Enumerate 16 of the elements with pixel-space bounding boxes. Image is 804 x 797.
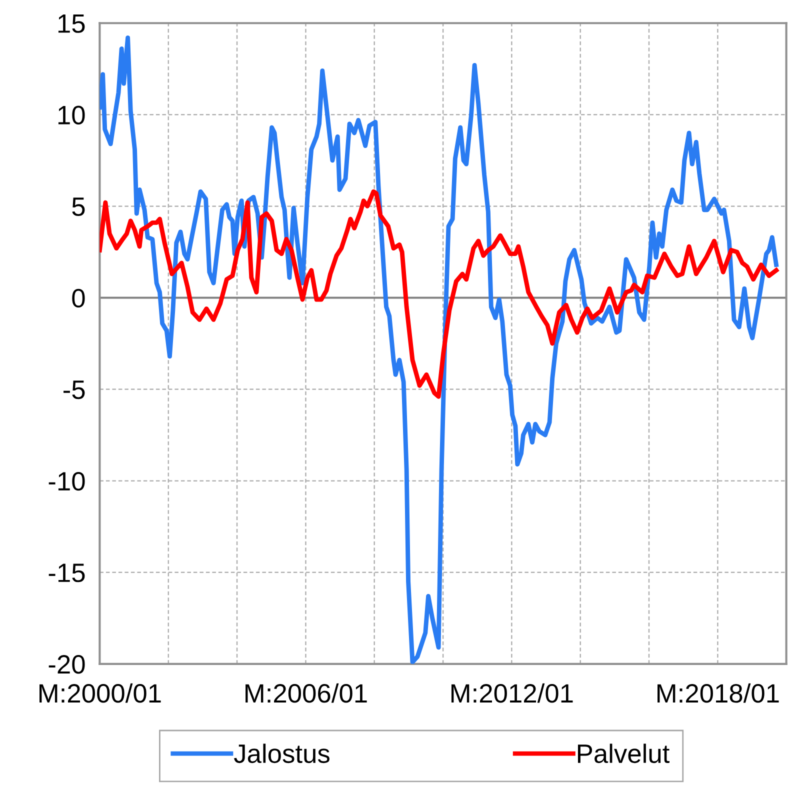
y-tick-label: 5 xyxy=(72,198,85,216)
line-series xyxy=(100,189,778,399)
y-tick-label: 10 xyxy=(58,106,85,124)
x-tick-label: M:2000/01 xyxy=(40,683,161,703)
y-tick-label: -15 xyxy=(48,564,85,582)
y-tick-label: -10 xyxy=(48,472,85,491)
x-tick-label: M:2006/01 xyxy=(246,683,367,703)
y-tick-label: -5 xyxy=(64,380,85,400)
y-tick-label: 0 xyxy=(72,288,85,308)
x-tick-label: M:2018/01 xyxy=(658,683,779,703)
legend-label: Palvelut xyxy=(578,744,670,764)
x-tick-label: M:2012/01 xyxy=(451,683,573,703)
y-tick-label: -20 xyxy=(48,655,85,674)
y-tick-label: 15 xyxy=(58,14,85,33)
line-series xyxy=(100,36,778,664)
legend-label: Jalostus xyxy=(234,744,330,764)
